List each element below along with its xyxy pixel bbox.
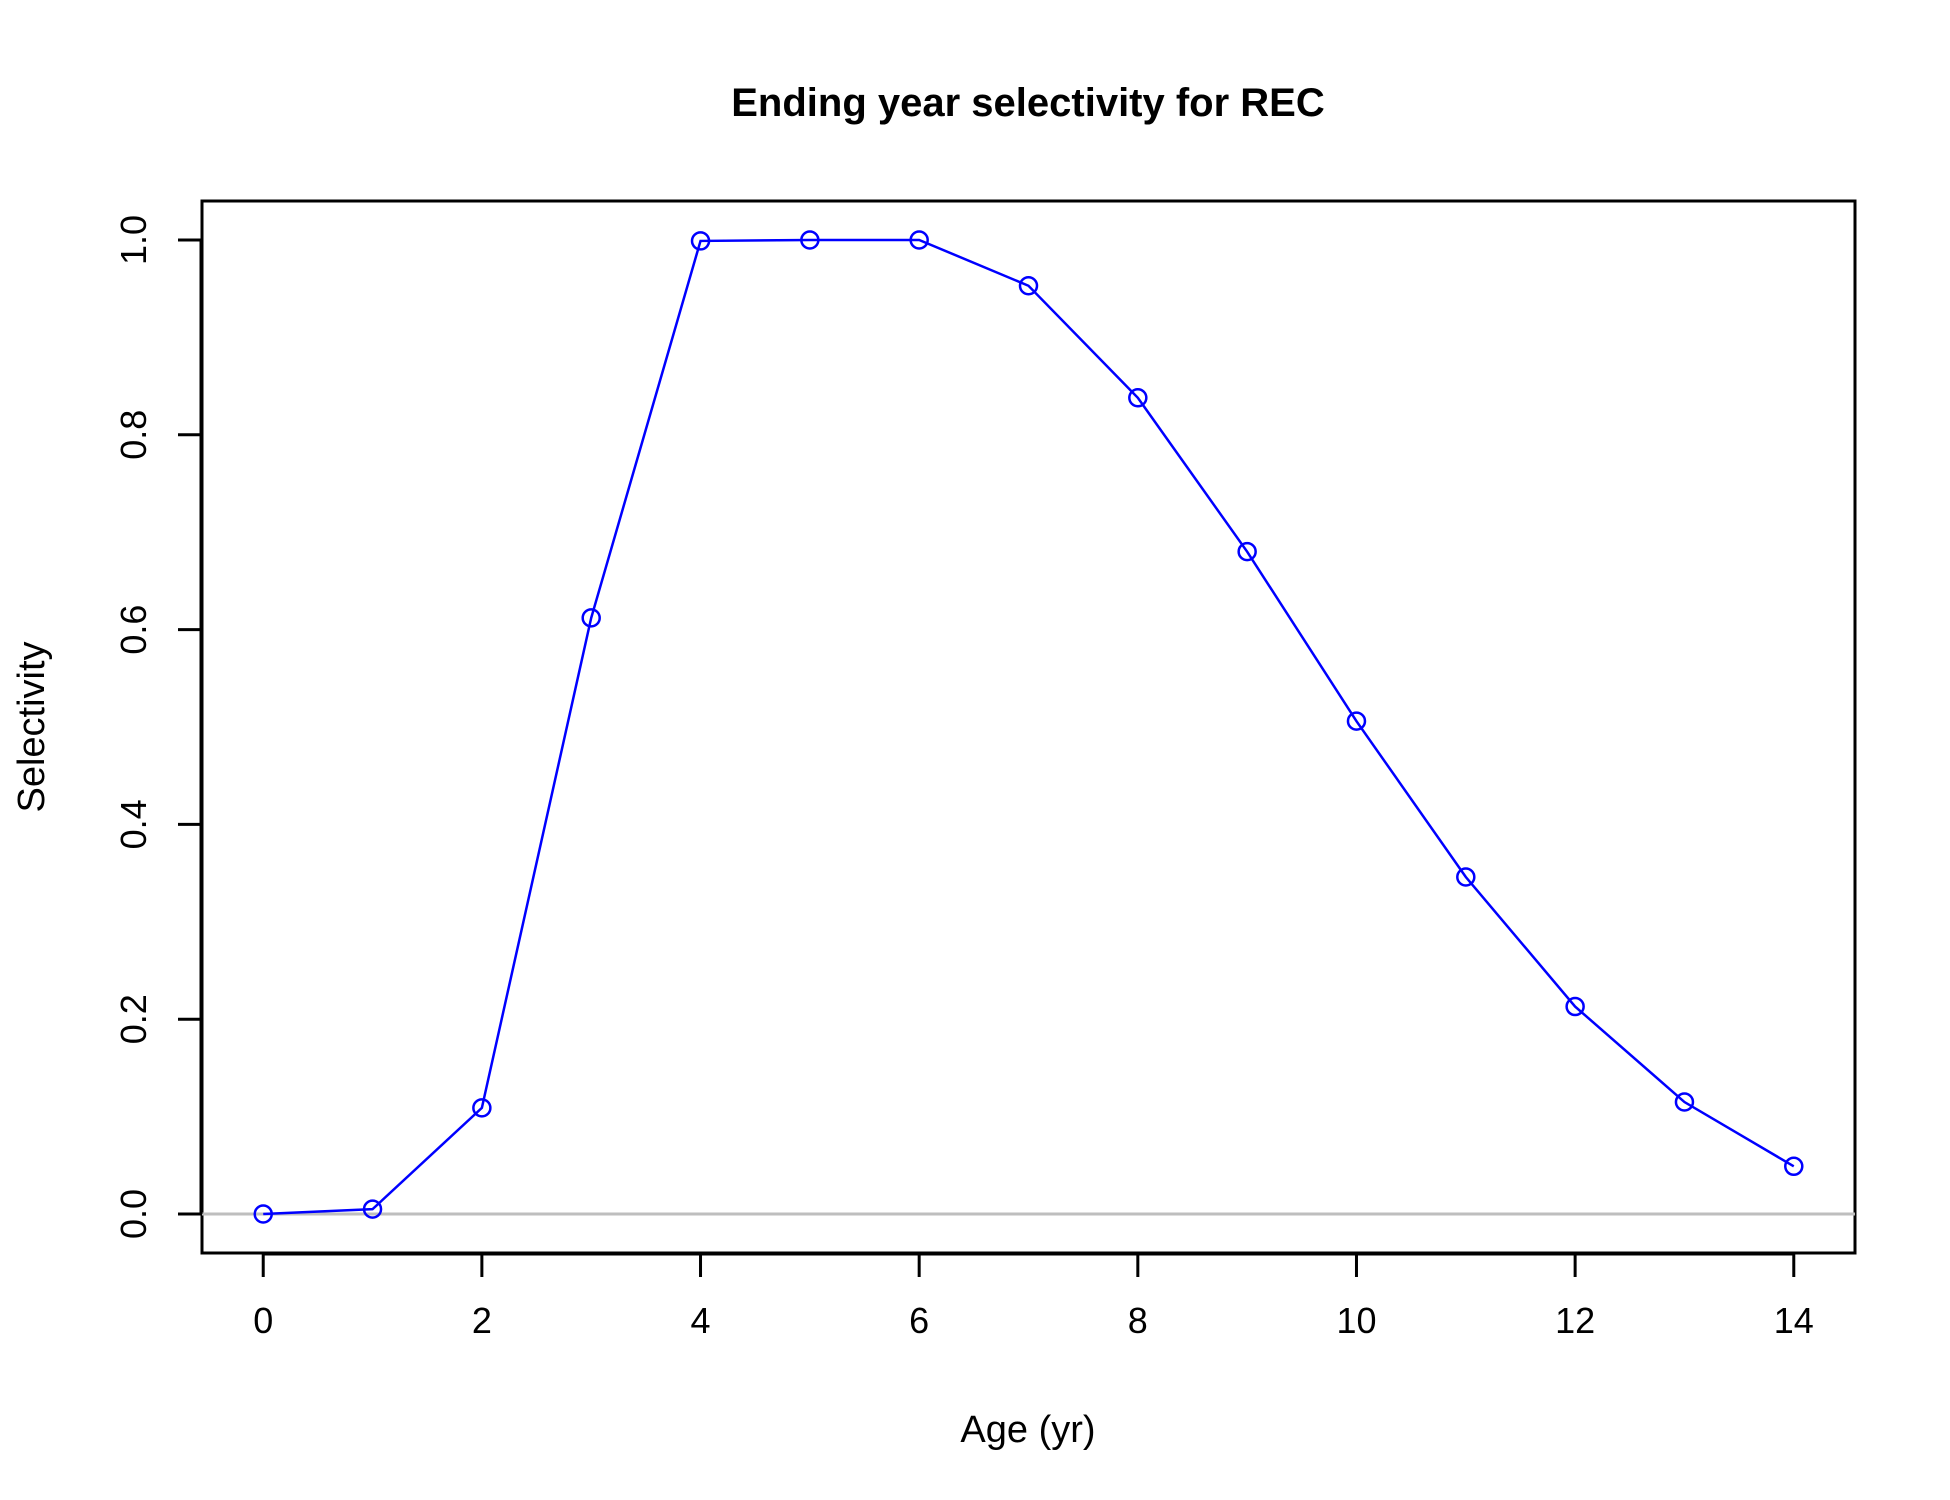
- x-tick-label: 14: [1774, 1300, 1814, 1341]
- data-point: [1346, 711, 1367, 731]
- y-tick-label: 0.4: [113, 799, 154, 849]
- data-point: [253, 1204, 273, 1224]
- data-point: [1784, 1156, 1804, 1177]
- data-point: [1674, 1092, 1695, 1112]
- x-tick-label: 6: [909, 1300, 929, 1341]
- plot-frame: [200, 199, 1857, 1255]
- y-tick-label: 0.2: [113, 994, 154, 1044]
- data-point: [690, 231, 711, 251]
- x-tick-label: 8: [1128, 1300, 1148, 1341]
- data-point: [800, 230, 820, 250]
- data-point: [1456, 867, 1476, 887]
- data-point: [1565, 996, 1585, 1017]
- data-point: [909, 230, 929, 250]
- x-tick-label: 4: [691, 1300, 711, 1341]
- series-line: [263, 238, 1795, 1216]
- data-point: [581, 608, 601, 628]
- data-point: [1237, 541, 1257, 562]
- y-axis: 0.0 0.2 0.4 0.6 0.8 1.0: [113, 215, 203, 1239]
- series-group: [253, 230, 1804, 1224]
- x-tick-label: 0: [253, 1300, 273, 1341]
- x-tick-label: 10: [1336, 1300, 1376, 1341]
- x-axis: 0 2 4 6 8 10 12 14: [253, 1252, 1814, 1341]
- data-point: [472, 1098, 492, 1118]
- data-point: [1128, 388, 1148, 408]
- y-tick-label: 0.6: [113, 605, 154, 655]
- data-point: [362, 1199, 383, 1219]
- chart-title: Ending year selectivity for REC: [731, 81, 1325, 125]
- y-tick-label: 1.0: [113, 215, 154, 265]
- x-tick-label: 12: [1555, 1300, 1595, 1341]
- data-point: [1018, 275, 1039, 296]
- y-tick-label: 0.0: [113, 1189, 154, 1239]
- x-axis-label: Age (yr): [960, 1409, 1095, 1451]
- y-tick-label: 0.8: [113, 410, 154, 460]
- y-axis-label: Selectivity: [11, 641, 53, 812]
- x-tick-label: 2: [472, 1300, 492, 1341]
